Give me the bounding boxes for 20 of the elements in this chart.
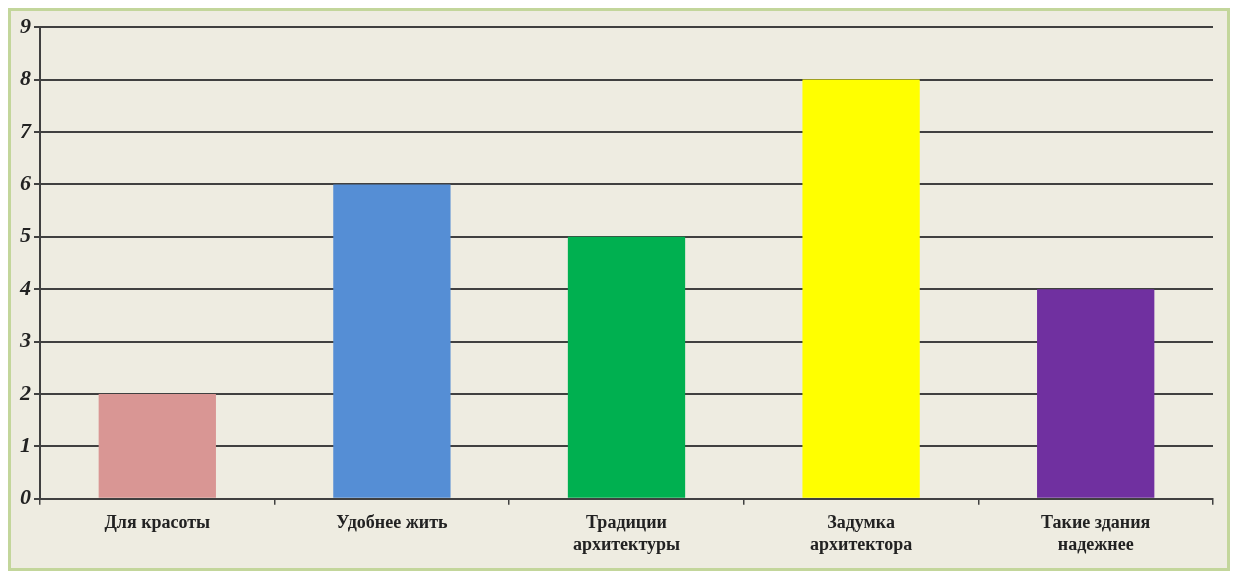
y-tick-label: 0 xyxy=(20,484,31,510)
y-tick-label: 4 xyxy=(19,274,31,300)
bar xyxy=(567,236,686,498)
y-tick-label: 6 xyxy=(20,170,31,196)
y-tick-label: 8 xyxy=(20,65,31,91)
bar xyxy=(98,394,216,498)
x-tick-label: Традиции архитектуры xyxy=(572,512,681,554)
bar xyxy=(333,184,451,498)
x-tick-label: Для красоты xyxy=(104,512,211,533)
y-tick-label: 2 xyxy=(19,379,31,405)
y-tick-label: 9 xyxy=(20,12,31,38)
x-tick-label: Задумка архитектора xyxy=(810,512,913,554)
y-tick-label: 1 xyxy=(20,432,31,458)
y-tick-label: 3 xyxy=(19,327,31,353)
bar xyxy=(802,79,920,498)
x-tick-label: Удобнее жить xyxy=(336,512,448,533)
bar xyxy=(1037,289,1155,498)
y-tick-label: 5 xyxy=(20,222,31,248)
y-tick-label: 7 xyxy=(20,117,32,143)
x-tick-label: Такие здания надежнее xyxy=(1041,512,1151,554)
